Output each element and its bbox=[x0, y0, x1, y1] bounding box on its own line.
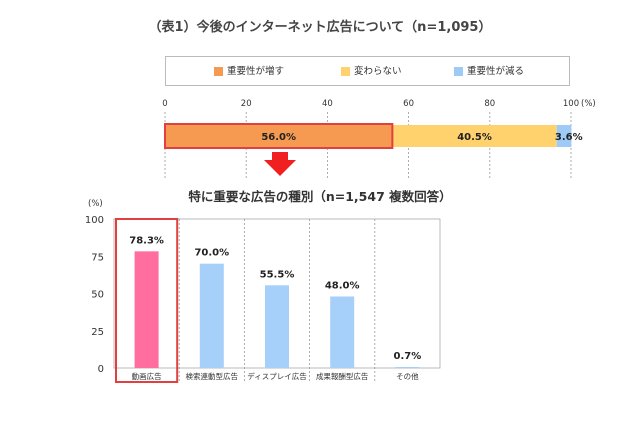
legend-swatch-increase bbox=[214, 67, 223, 76]
y-tick-label: 50 bbox=[91, 290, 104, 301]
stacked-bar-data-label: 40.5% bbox=[457, 132, 492, 143]
x-tick-label: 40 bbox=[322, 99, 333, 109]
highlight-frame-category bbox=[115, 218, 179, 383]
stacked-bar-data-label: 56.0% bbox=[261, 132, 296, 143]
bar bbox=[395, 366, 420, 368]
x-tick-label: 0 bbox=[162, 99, 167, 109]
legend-swatch-decrease bbox=[454, 67, 463, 76]
chart-title: （表1）今後のインターネット広告について（n=1,095） bbox=[148, 20, 492, 35]
legend-item-decrease: 重要性が減る bbox=[454, 66, 524, 77]
y-tick-label: 100 bbox=[85, 215, 104, 226]
bar-data-label: 70.0% bbox=[194, 248, 229, 259]
x-category-label: 成果報酬型広告 bbox=[316, 371, 369, 381]
x-tick-label: 100 bbox=[563, 99, 579, 109]
legend-label-unchanged: 変わらない bbox=[354, 66, 402, 77]
x-category-label: 検索連動型広告 bbox=[186, 371, 239, 381]
stacked-bar-segment bbox=[165, 125, 393, 147]
highlight-frame-stacked bbox=[164, 123, 394, 149]
x-tick-label: 20 bbox=[241, 99, 252, 109]
bar-data-label: 55.5% bbox=[260, 269, 295, 280]
bar bbox=[265, 285, 289, 368]
y-tick-label: 0 bbox=[98, 364, 104, 375]
x-category-label: ディスプレイ広告 bbox=[247, 371, 307, 381]
bar bbox=[330, 296, 355, 368]
bar-data-label: 48.0% bbox=[325, 280, 360, 291]
x-unit-label: (%) bbox=[581, 99, 596, 109]
stacked-bar-segment bbox=[392, 125, 557, 147]
legend-item-increase: 重要性が増す bbox=[214, 66, 284, 77]
y-axis-label: (%) bbox=[88, 199, 103, 209]
legend-label-increase: 重要性が増す bbox=[227, 66, 285, 77]
stacked-bar-segment bbox=[556, 125, 572, 147]
bar-data-label: 78.3% bbox=[129, 235, 164, 246]
sub-chart-title: 特に重要な広告の種別（n=1,547 複数回答） bbox=[188, 189, 452, 204]
legend-item-unchanged: 変わらない bbox=[341, 66, 402, 77]
y-tick-label: 25 bbox=[91, 327, 104, 338]
legend-label-decrease: 重要性が減る bbox=[467, 66, 525, 77]
legend-swatch-unchanged bbox=[341, 67, 350, 76]
bar bbox=[199, 263, 224, 368]
x-tick-label: 80 bbox=[484, 99, 495, 109]
y-tick-label: 75 bbox=[91, 252, 104, 263]
bar-data-label: 0.7% bbox=[394, 351, 422, 362]
down-arrow-icon bbox=[264, 152, 296, 176]
bar bbox=[134, 251, 159, 368]
x-tick-label: 60 bbox=[403, 99, 414, 109]
legend: 重要性が増す 変わらない 重要性が減る bbox=[165, 56, 570, 86]
x-category-label: その他 bbox=[396, 371, 419, 381]
x-category-label: 動画広告 bbox=[132, 371, 162, 381]
stacked-bar-data-label: 3.6% bbox=[555, 132, 583, 143]
